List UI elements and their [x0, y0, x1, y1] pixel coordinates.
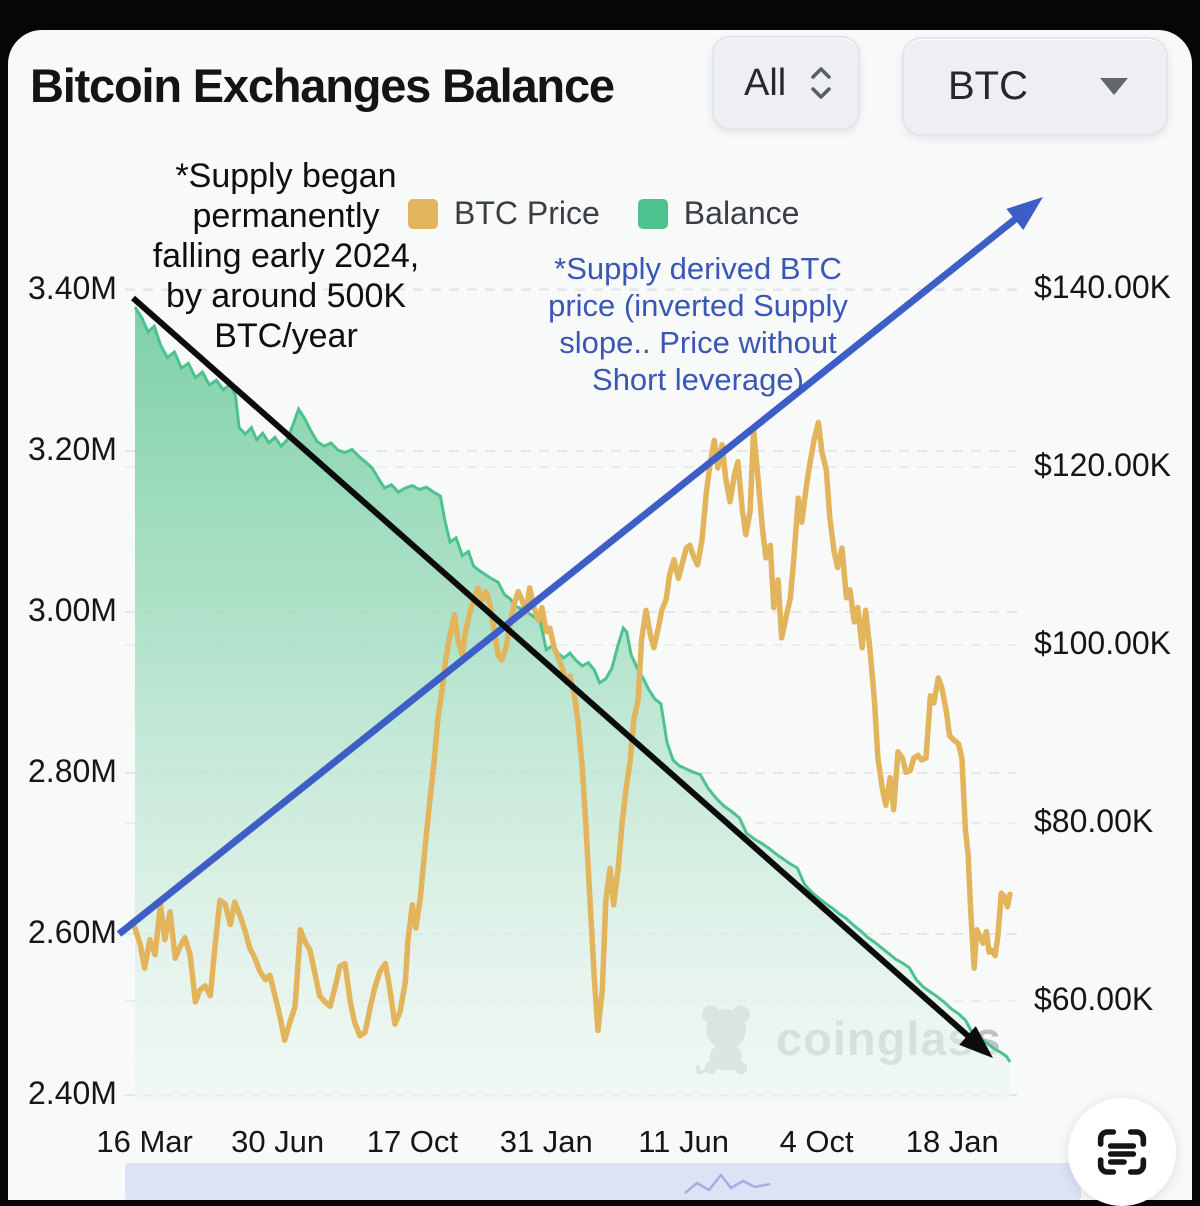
asset-dropdown-value: BTC: [948, 64, 1028, 108]
legend-item-balance[interactable]: Balance: [637, 195, 800, 232]
up-down-chevrons-icon: [808, 61, 834, 105]
legend-item-btc-price[interactable]: BTC Price: [408, 195, 600, 232]
balance-area: [135, 306, 1010, 1100]
balance-swatch: [637, 198, 668, 229]
scan-text-icon: [1090, 1120, 1154, 1184]
chart-legend: BTC Price Balance: [408, 195, 799, 232]
y-axis-right-tick: $120.00K: [1034, 447, 1172, 483]
x-axis-tick: 18 Jan: [905, 1124, 999, 1159]
x-axis-tick: 17 Oct: [366, 1124, 459, 1159]
y-axis-right-tick: $80.00K: [1034, 803, 1154, 839]
derived-price-arrow: [116, 205, 1032, 937]
y-axis-left-tick: 2.60M: [28, 914, 117, 950]
y-axis-left-tick: 3.40M: [28, 270, 117, 306]
supply-trend-arrowhead: [959, 1026, 993, 1058]
page-title: Bitcoin Exchanges Balance: [30, 59, 615, 112]
x-axis-tick: 31 Jan: [499, 1124, 593, 1159]
x-axis-tick: 16 Mar: [96, 1124, 193, 1159]
btc-price-line: [132, 419, 1013, 1043]
brush-preview-line: [684, 1172, 771, 1194]
y-axis-left-tick: 2.80M: [28, 753, 117, 789]
y-axis-right-tick: $60.00K: [1034, 981, 1154, 1017]
y-axis-left-tick: 3.00M: [28, 592, 117, 628]
balance-line: [133, 306, 1012, 1063]
timeline-brush[interactable]: [125, 1163, 1081, 1200]
y-axis-left-tick: 2.40M: [28, 1075, 117, 1111]
supply-trend-arrow: [131, 295, 983, 1049]
asset-dropdown[interactable]: BTC: [902, 37, 1168, 136]
period-dropdown[interactable]: All: [712, 36, 860, 130]
btc-price-swatch: [408, 198, 438, 229]
x-axis-tick: 11 Jun: [638, 1124, 730, 1159]
supply-annotation: *Supply began permanently falling early …: [152, 157, 420, 355]
x-axis-tick: 30 Jun: [231, 1124, 325, 1159]
caret-down-icon: [1100, 78, 1128, 95]
legend-label: BTC Price: [454, 195, 600, 231]
derived-price-annotation: *Supply derived BTC price (inverted Supp…: [548, 251, 848, 397]
x-axis-tick: 4 Oct: [779, 1124, 854, 1159]
period-dropdown-value: All: [744, 61, 787, 104]
legend-label: Balance: [683, 195, 800, 231]
scan-button[interactable]: [1068, 1098, 1176, 1206]
derived-price-arrowhead: [1006, 197, 1043, 230]
y-axis-right-tick: $100.00K: [1034, 625, 1172, 661]
y-axis-right-tick: $140.00K: [1034, 269, 1172, 305]
y-axis-left-tick: 3.20M: [28, 431, 117, 467]
